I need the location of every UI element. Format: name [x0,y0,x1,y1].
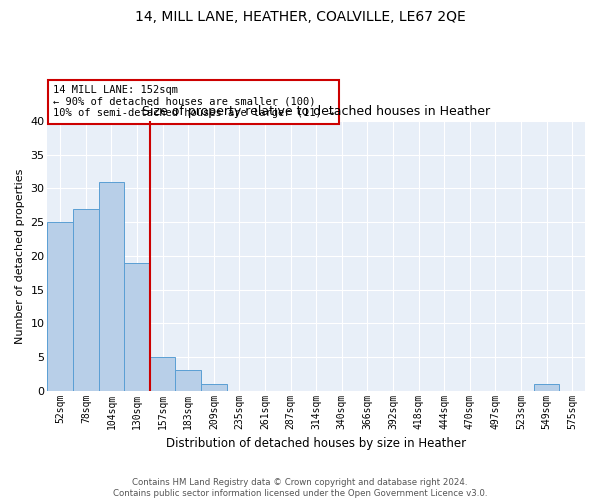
Bar [73,208,98,390]
Bar [98,182,124,390]
Title: Size of property relative to detached houses in Heather: Size of property relative to detached ho… [142,106,490,118]
Text: 14 MILL LANE: 152sqm
← 90% of detached houses are smaller (100)
10% of semi-deta: 14 MILL LANE: 152sqm ← 90% of detached h… [53,85,334,118]
Text: Contains HM Land Registry data © Crown copyright and database right 2024.
Contai: Contains HM Land Registry data © Crown c… [113,478,487,498]
X-axis label: Distribution of detached houses by size in Heather: Distribution of detached houses by size … [166,437,466,450]
Text: 14, MILL LANE, HEATHER, COALVILLE, LE67 2QE: 14, MILL LANE, HEATHER, COALVILLE, LE67 … [134,10,466,24]
Bar [124,262,150,390]
Bar [534,384,559,390]
Bar [47,222,73,390]
Bar [201,384,227,390]
Bar [175,370,201,390]
Bar [150,357,175,390]
Y-axis label: Number of detached properties: Number of detached properties [15,168,25,344]
